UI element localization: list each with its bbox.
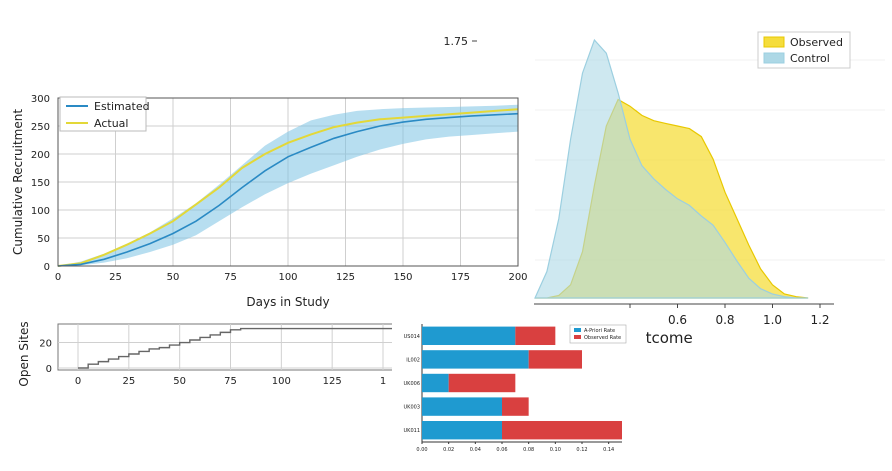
legend-control-swatch [763, 52, 785, 64]
recruitment-chart-svg: 0 25 50 75 100 125 150 175 200 0 50 100 150 200 250 300… [11, 94, 528, 309]
open-sites-chart-svg: Open Sites 0 20 0 25 50 75 100 125 1 [17, 321, 403, 387]
legend-estimated: Estimated [94, 100, 150, 113]
y-tick-label: 300 [31, 94, 50, 105]
x-tick-label: 125 [336, 272, 355, 283]
y-tick-label: 200 [31, 150, 50, 161]
bar-legend-swatch [574, 335, 581, 339]
y-tick-label: 150 [31, 178, 50, 189]
bar-category-label: UK011 [404, 428, 420, 434]
rate-bar-chart-svg: 0.00 0.02 0.04 0.06 0.08 0.10 0.12 0.14 US014 IL0… [404, 324, 627, 453]
open-sites-x-tick-label: 25 [122, 376, 135, 387]
legend-control: Control [790, 52, 830, 65]
x-axis-label: Days in Study [246, 295, 329, 309]
recruitment-chart: 0 25 50 75 100 125 150 175 200 0 50 100 150 200 250 300… [0, 80, 530, 315]
x-tick-label: 175 [451, 272, 470, 283]
open-sites-x-tick-label: 0 [75, 376, 81, 387]
observed-bar [528, 350, 582, 369]
legend-observed-swatch [763, 36, 785, 48]
density-legend: Observed Control [757, 31, 851, 69]
density-x-tick-label: 1.2 [810, 313, 829, 327]
y-tick-label: 100 [31, 206, 50, 217]
density-x-tick-label: 0.6 [668, 313, 687, 327]
density-chart-svg: 1.75 Observed Control [444, 31, 885, 299]
open-sites-x-tick-label: 50 [173, 376, 186, 387]
bar-x-tick-label: 0.10 [550, 447, 561, 453]
apriori-bar [422, 326, 516, 346]
density-x-tick-label: 1.0 [763, 313, 782, 327]
density-x-tick-label: 0.8 [715, 313, 734, 327]
apriori-bar [422, 373, 449, 393]
observed-bar [515, 326, 556, 346]
bar-legend-label: A-Priori Rate [584, 328, 615, 334]
bar-x-tick-label: 0.08 [523, 447, 534, 453]
legend-actual: Actual [94, 117, 128, 130]
bar-legend-swatch [574, 328, 581, 332]
open-sites-x-tick-label: 100 [272, 376, 291, 387]
density-y-tick-label: 1.75 [444, 35, 469, 48]
open-sites-frame [57, 323, 403, 371]
legend-observed: Observed [790, 36, 843, 49]
bar-legend-box [569, 324, 627, 344]
x-tick-label: 100 [278, 272, 297, 283]
open-sites-x-tick-label: 1 [380, 376, 386, 387]
bar-x-tick-label: 0.00 [416, 447, 427, 453]
bar-category-label: UK006 [404, 381, 420, 387]
apriori-bar [422, 420, 502, 440]
x-tick-label: 25 [109, 272, 122, 283]
estimated-ci-band [58, 104, 518, 266]
open-sites-y-tick-label: 0 [46, 364, 52, 375]
actual-line [57, 108, 519, 267]
apriori-bar [422, 397, 502, 416]
bar-x-tick-label: 0.02 [443, 447, 454, 453]
bar-x-tick-label: 0.14 [603, 447, 614, 453]
open-sites-y-tick-label: 20 [39, 339, 52, 350]
x-tick-label: 50 [167, 272, 180, 283]
control-density-area [534, 38, 809, 299]
apriori-bar [422, 350, 529, 369]
y-axis-label: Cumulative Recruitment [11, 109, 25, 255]
bar-legend-label: Observed Rate [584, 335, 621, 341]
observed-bar [502, 397, 529, 416]
x-tick-label: 0 [55, 272, 61, 283]
y-tick-label: 250 [31, 122, 50, 133]
x-tick-label: 150 [393, 272, 412, 283]
bar-category-label: IL002 [406, 357, 420, 363]
open-sites-ylabel: Open Sites [17, 321, 31, 386]
bar-x-tick-label: 0.12 [576, 447, 587, 453]
open-sites-line [78, 327, 402, 369]
observed-bar [448, 373, 516, 393]
density-chart: 1.75 Observed Control [430, 0, 892, 300]
bar-x-tick-label: 0.04 [470, 447, 481, 453]
open-sites-x-tick-label: 75 [224, 376, 237, 387]
open-sites-x-tick-label: 125 [323, 376, 342, 387]
plot-frame [57, 97, 519, 267]
bar-x-tick-label: 0.06 [496, 447, 507, 453]
legend: Estimated Actual [59, 96, 150, 132]
estimated-line [57, 112, 519, 267]
x-tick-label: 75 [224, 272, 237, 283]
y-tick-label: 0 [44, 262, 50, 273]
rate-bar-chart: 0.00 0.02 0.04 0.06 0.08 0.10 0.12 0.14 US014 IL0… [392, 318, 637, 458]
bar-category-label: US014 [404, 334, 420, 340]
x-tick-label: 200 [508, 272, 527, 283]
bar-category-label: UK003 [404, 405, 420, 411]
open-sites-chart: Open Sites 0 20 0 25 50 75 100 125 1 [0, 312, 403, 422]
observed-bar [502, 420, 622, 440]
y-tick-label: 50 [37, 234, 50, 245]
